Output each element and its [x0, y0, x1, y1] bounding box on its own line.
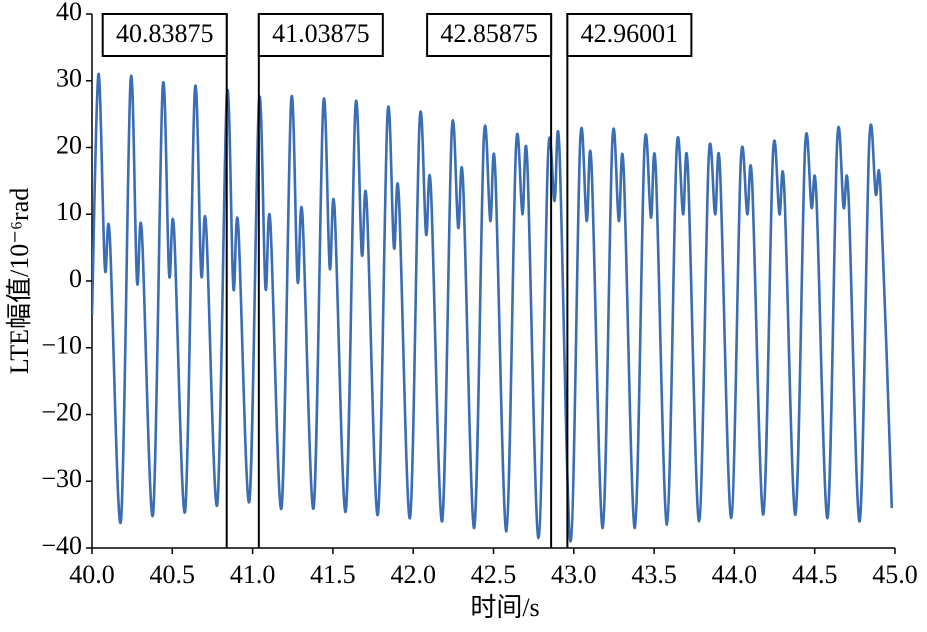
marker-label: 40.83875 [116, 19, 214, 48]
marker-label: 41.03875 [272, 19, 370, 48]
x-tick-label: 42.0 [390, 560, 436, 589]
y-axis-label: LTE幅值/10⁻⁶rad [5, 188, 34, 374]
x-tick-label: 42.5 [471, 560, 517, 589]
marker-box [101, 13, 228, 57]
x-tick-label: 40.0 [69, 560, 115, 589]
x-tick-label: 45.0 [872, 560, 918, 589]
y-tick-label: 0 [69, 264, 82, 293]
y-tick-label: −10 [41, 331, 82, 360]
marker-label: 42.85875 [440, 19, 538, 48]
y-tick-label: −30 [41, 464, 82, 493]
x-tick-label: 40.5 [150, 560, 196, 589]
data-line [92, 72, 894, 543]
y-tick-label: 30 [56, 64, 82, 93]
x-axis-label: 时间/s [470, 593, 539, 622]
x-tick-label: 44.0 [712, 560, 758, 589]
x-tick-label: 44.5 [792, 560, 838, 589]
marker-label: 42.96001 [581, 19, 679, 48]
marker-box [257, 13, 384, 57]
y-tick-label: 40 [56, 0, 82, 26]
x-tick-label: 43.5 [631, 560, 677, 589]
y-tick-label: −20 [41, 397, 82, 426]
x-tick-label: 43.0 [551, 560, 597, 589]
marker-box [566, 13, 693, 57]
marker-box [426, 13, 553, 57]
y-tick-label: −40 [41, 531, 82, 560]
x-tick-label: 41.0 [230, 560, 276, 589]
x-tick-label: 41.5 [310, 560, 356, 589]
y-tick-label: 10 [56, 197, 82, 226]
y-tick-label: 20 [56, 130, 82, 159]
